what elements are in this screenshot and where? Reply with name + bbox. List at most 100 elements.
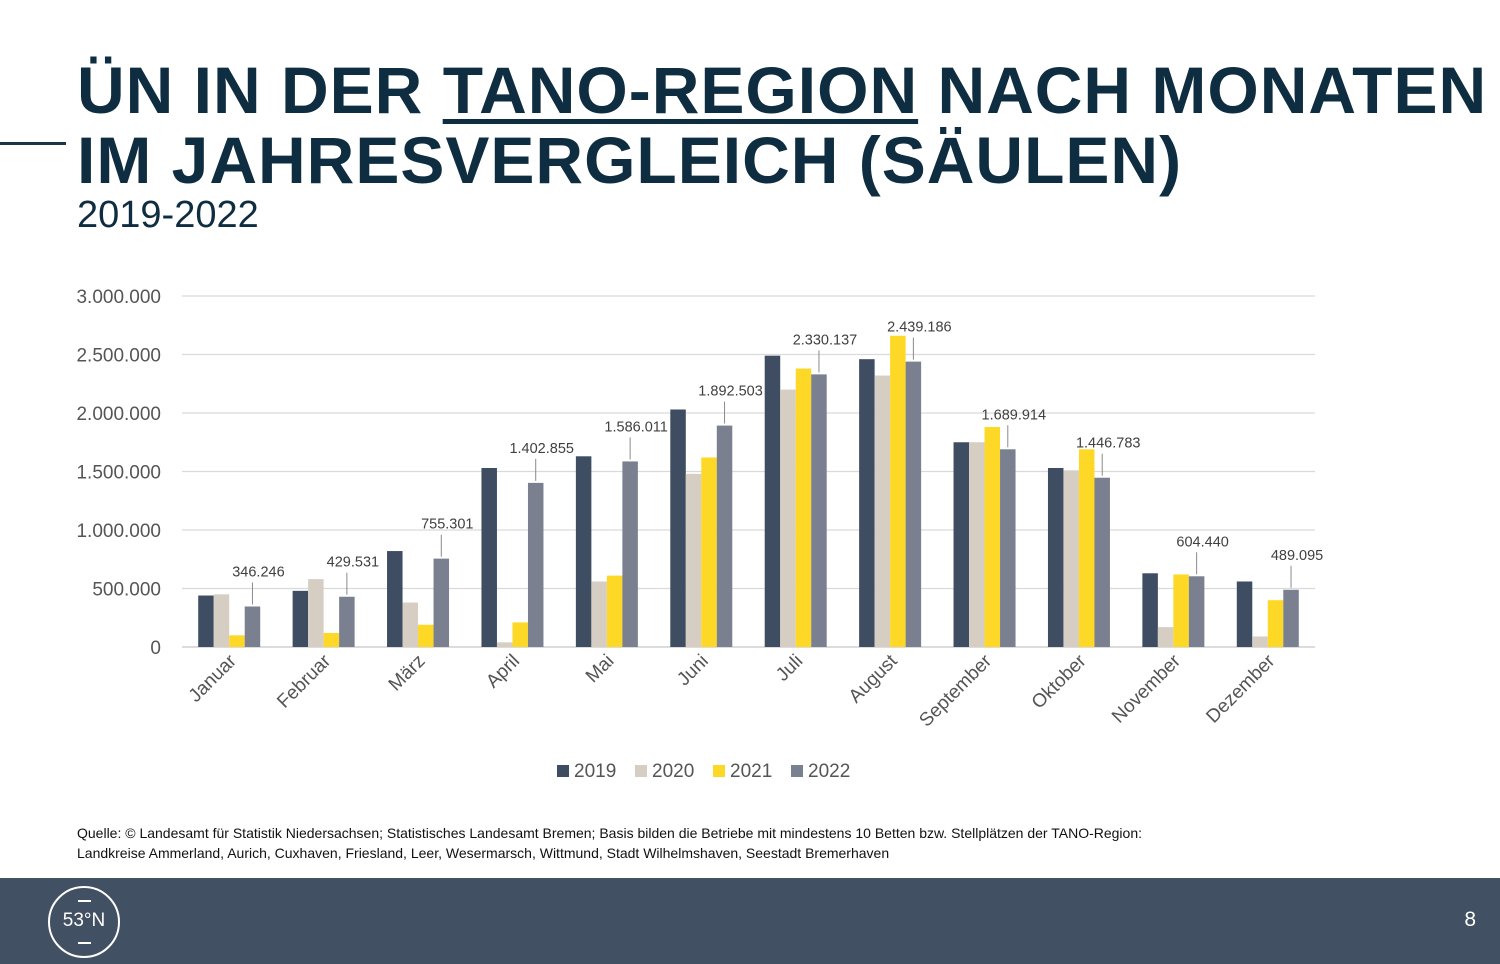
title-line2: IM JAHRESVERGLEICH (SÄULEN): [77, 123, 1183, 197]
x-tick-label: Januar: [185, 650, 241, 706]
bar-2019: [481, 467, 497, 647]
title-line1-pre: ÜN IN DER: [77, 53, 443, 127]
source-note: Quelle: © Landesamt für Statistik Nieder…: [77, 823, 1437, 863]
bar-2020: [591, 581, 607, 647]
y-tick-label: 3.000.000: [76, 287, 161, 308]
data-label: 429.531: [327, 555, 379, 571]
x-tick-label: Februar: [273, 650, 335, 712]
x-tick-label: August: [845, 650, 902, 707]
x-tick-label: April: [482, 651, 524, 693]
y-tick-label: 2.000.000: [76, 404, 161, 425]
bar-2020: [1063, 470, 1079, 647]
legend-label: 2019: [574, 761, 616, 782]
bar-2020: [1252, 636, 1268, 647]
data-label: 489.095: [1271, 548, 1323, 564]
x-tick-label: Juli: [772, 651, 807, 686]
footer-bar: 53°N 8: [0, 878, 1500, 964]
bar-2021: [890, 335, 906, 647]
title-line1-underlined: TANO-REGION: [442, 53, 919, 127]
bar-2020: [685, 473, 702, 647]
bar-2021: [795, 368, 812, 647]
y-tick-label: 500.000: [92, 580, 161, 601]
bar-2021: [984, 427, 1001, 647]
bar-2021: [1173, 574, 1189, 647]
legend-swatch-2019: [557, 765, 569, 777]
logo-53n: 53°N: [48, 886, 120, 958]
x-tick-label: März: [385, 651, 430, 696]
bar-2021: [418, 624, 434, 647]
bar-2022: [433, 558, 450, 647]
bar-2021: [229, 635, 245, 647]
bar-2019: [953, 442, 970, 647]
data-label: 755.301: [421, 517, 473, 533]
data-label: 604.440: [1176, 534, 1228, 550]
bar-chart: 0 500.000 1.000.000 1.500.000 2.000.000 2.500…: [76, 287, 1323, 782]
x-tick-label: Juni: [673, 651, 712, 690]
bar-2021: [1078, 449, 1095, 647]
logo-top-bar: [78, 900, 91, 902]
bar-2019: [1142, 573, 1158, 647]
data-label: 1.446.783: [1076, 436, 1141, 452]
logo-text: 53°N: [62, 910, 106, 931]
bar-2022: [1188, 576, 1205, 647]
bar-2020: [1157, 627, 1174, 647]
bar-2019: [292, 590, 309, 647]
legend-label: 2020: [652, 761, 694, 782]
legend-swatch-2022: [791, 765, 803, 777]
y-tick-label: 1.500.000: [76, 463, 161, 484]
source-line-1: Quelle: © Landesamt für Statistik Nieder…: [77, 825, 1142, 841]
bar-2021: [512, 622, 528, 647]
bar-2020: [402, 602, 419, 647]
y-tick-label: 0: [150, 638, 161, 659]
bar-2022: [1094, 477, 1110, 647]
data-label: 1.402.855: [509, 441, 574, 457]
bar-2020: [874, 375, 891, 647]
data-label: 1.892.503: [698, 384, 763, 400]
bar-2022: [527, 482, 544, 647]
bar-2020: [969, 442, 985, 647]
bar-2020: [308, 579, 324, 647]
page-title: ÜN IN DER TANO-REGION NACH MONATEN IM JAH…: [77, 55, 1487, 195]
bar-2022: [811, 374, 827, 647]
bar-2022: [244, 606, 261, 647]
legend-swatch-2021: [713, 765, 725, 777]
data-label: 346.246: [232, 564, 284, 580]
data-label: 1.689.914: [982, 407, 1047, 423]
bar-2022: [905, 361, 922, 647]
data-label: 2.330.137: [793, 332, 858, 348]
bar-2019: [764, 355, 781, 647]
bar-2022: [1000, 449, 1016, 647]
source-line-2: Landkreise Ammerland, Aurich, Cuxhaven, …: [77, 845, 890, 861]
legend-swatch-2020: [635, 765, 647, 777]
bar-2019: [859, 359, 875, 647]
x-tick-label: Oktober: [1028, 650, 1091, 713]
bar-2020: [496, 642, 513, 647]
bar-2021: [701, 457, 717, 647]
bar-2020: [780, 389, 796, 647]
bar-2022: [622, 461, 638, 647]
x-tick-label: Mai: [582, 651, 619, 688]
bar-2020: [213, 594, 230, 647]
title-accent-line: [0, 142, 66, 145]
bar-2019: [1236, 581, 1253, 647]
y-tick-label: 1.000.000: [76, 521, 161, 542]
bar-2022: [716, 425, 733, 647]
y-tick-label: 2.500.000: [76, 346, 161, 367]
bar-2021: [1267, 600, 1284, 647]
bar-2019: [387, 551, 403, 647]
page-number: 8: [1464, 908, 1476, 931]
bar-2019: [1047, 467, 1064, 647]
bar-2022: [339, 596, 355, 647]
data-label: 2.439.186: [887, 320, 952, 336]
bar-2021: [606, 575, 623, 647]
bar-2019: [670, 409, 686, 647]
bar-2019: [575, 456, 592, 647]
title-line1-post: NACH MONATEN: [918, 53, 1488, 127]
page-subtitle: 2019-2022: [77, 194, 259, 236]
x-tick-label: September: [916, 650, 997, 731]
legend-label: 2021: [730, 761, 772, 782]
data-label: 1.586.011: [604, 419, 667, 435]
legend-label: 2022: [808, 761, 850, 782]
bar-2019: [198, 595, 214, 647]
logo-bottom-bar: [78, 942, 91, 944]
